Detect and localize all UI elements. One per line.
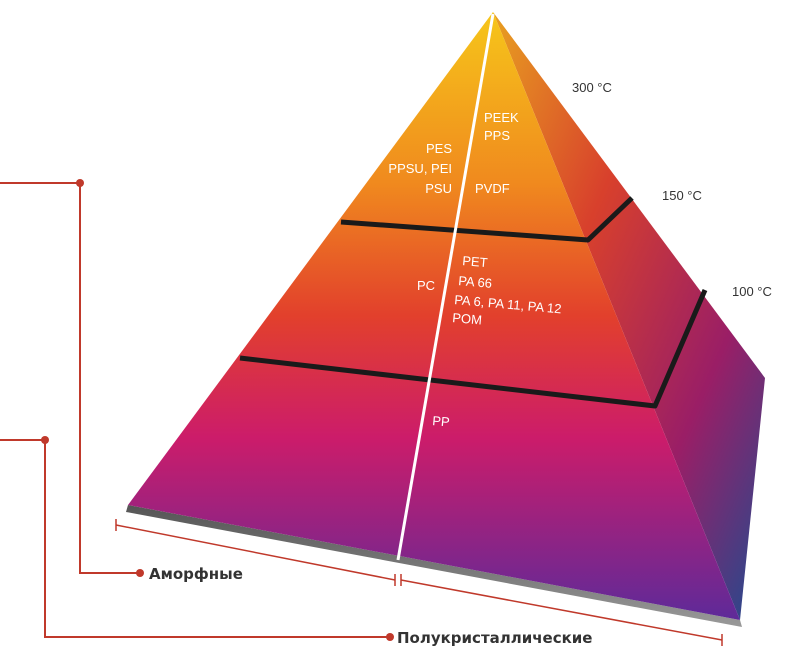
legend-amorphous: Аморфные <box>149 565 243 583</box>
label-pom: POM <box>452 310 483 328</box>
semicrystalline-connector-line <box>0 439 390 638</box>
label-peek: PEEK <box>484 110 519 125</box>
tier-border-top <box>340 196 634 243</box>
semicrystalline-connector-dot-end <box>386 633 394 641</box>
label-pc: PC <box>417 278 435 293</box>
label-pet: PET <box>462 253 489 270</box>
label-psu: PSU <box>425 181 452 196</box>
label-ppsu-pei: PPSU, PEI <box>388 161 452 176</box>
semicrystalline-connector-dot-top <box>41 436 49 444</box>
base-bracket-semicrystalline <box>400 579 723 641</box>
label-pp: PP <box>432 413 451 429</box>
tier-border-middle <box>239 289 708 409</box>
amorphous-connector-line <box>0 182 140 574</box>
legend-semicrystalline: Полукристаллические <box>397 629 592 647</box>
temperature-100: 100 °C <box>732 284 772 299</box>
label-pvdf: PVDF <box>475 181 510 196</box>
label-pps: PPS <box>484 128 510 143</box>
label-pa66: PA 66 <box>458 273 493 291</box>
temperature-300: 300 °C <box>572 80 612 95</box>
base-bracket-amorphous <box>115 524 396 581</box>
pyramid-front-face <box>128 12 740 620</box>
pyramid-base-shadow <box>126 505 742 627</box>
label-pes: PES <box>426 141 452 156</box>
temperature-150: 150 °C <box>662 188 702 203</box>
amorphous-semicrystalline-divider <box>396 13 495 561</box>
pyramid-right-face <box>493 12 765 620</box>
amorphous-connector-dot-end <box>136 569 144 577</box>
amorphous-connector-dot-top <box>76 179 84 187</box>
